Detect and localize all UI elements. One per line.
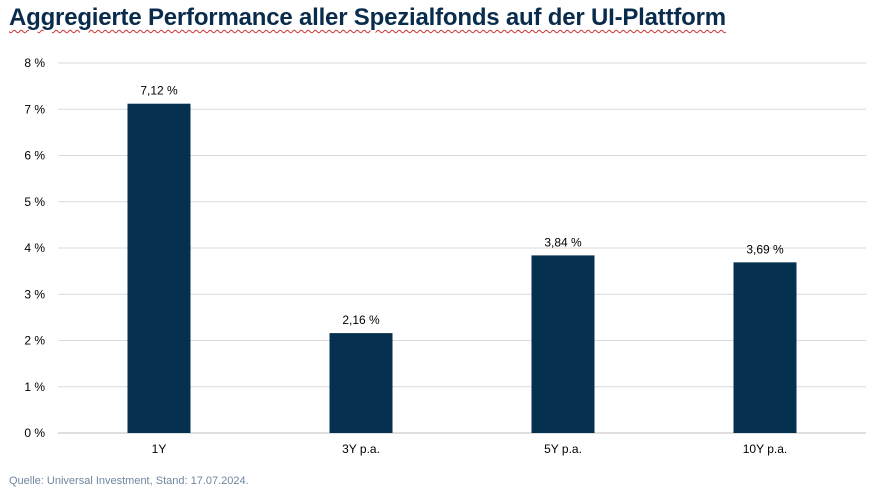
source-note: Quelle: Universal Investment, Stand: 17.… <box>9 475 249 487</box>
y-tick-label: 3 % <box>24 287 45 301</box>
gridlines <box>58 62 866 434</box>
bar <box>127 103 191 433</box>
y-tick-label: 8 % <box>24 56 45 70</box>
y-tick-label: 5 % <box>24 195 45 209</box>
y-tick-label: 4 % <box>24 241 45 255</box>
x-tick-label: 10Y p.a. <box>743 442 787 456</box>
bars <box>127 103 797 433</box>
y-tick-label: 0 % <box>24 426 45 440</box>
x-axis-ticks: 1Y 3Y p.a. 5Y p.a. 10Y p.a. <box>152 442 788 456</box>
data-label: 3,69 % <box>746 242 784 256</box>
data-label: 7,12 % <box>140 84 178 98</box>
y-axis-ticks: 0 % 1 % 2 % 3 % 4 % 5 % 6 % 7 % 8 % <box>24 56 45 440</box>
data-label: 3,84 % <box>544 235 582 249</box>
y-tick-label: 2 % <box>24 334 45 348</box>
data-label: 2,16 % <box>342 313 380 327</box>
y-tick-label: 7 % <box>24 102 45 116</box>
x-tick-label: 3Y p.a. <box>342 442 380 456</box>
x-tick-label: 5Y p.a. <box>544 442 582 456</box>
bar <box>733 262 797 433</box>
chart-title: Aggregierte Performance aller Spezialfon… <box>9 4 726 31</box>
bar <box>531 255 595 433</box>
x-tick-label: 1Y <box>152 442 167 456</box>
y-tick-label: 1 % <box>24 380 45 394</box>
data-labels: 7,12 % 2,16 % 3,84 % 3,69 % <box>140 84 784 327</box>
y-tick-label: 6 % <box>24 149 45 163</box>
bar <box>329 333 393 433</box>
